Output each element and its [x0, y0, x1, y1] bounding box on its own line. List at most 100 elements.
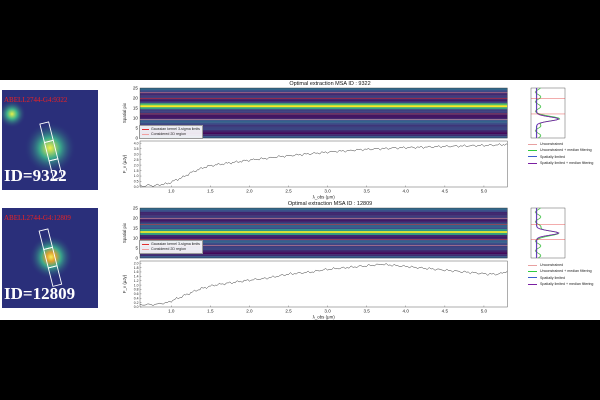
- spectrum-1d-line: [139, 263, 508, 306]
- spectrum-2d-row: [140, 225, 508, 228]
- spectrum-2d-row: [140, 236, 508, 239]
- x-tick-label: 4.5: [442, 189, 449, 194]
- x-tick-label: 2.0: [246, 189, 253, 194]
- legend-spatially-limited-median-1: Spatially limited + median filtering: [540, 160, 594, 165]
- spectrum-2d-row: [140, 122, 508, 125]
- flux-tick-label: 0.4: [134, 296, 139, 300]
- legend-2: Unconstrained Unconstrained + median fil…: [528, 262, 593, 287]
- inset-legend-kernel-1: Gaussian kernel 3-sigma limits: [151, 127, 200, 131]
- legend-unconstrained-2: Unconstrained: [540, 263, 564, 267]
- spectrum-2d-row: [140, 103, 508, 106]
- spectrum-2d-row: [140, 128, 508, 131]
- spatial-tick-label: 0: [135, 136, 138, 141]
- spectrum-1d-2: 0.0 0.2 0.4 0.6 0.8 1.0 1.2 1.4 1.6 1.8 2.0 1.0 1.5 2…: [120, 258, 525, 320]
- flux-tick-label: 3.0: [134, 152, 139, 156]
- inset-legend-region-2: Considered 2D region: [151, 247, 186, 251]
- spectrum-2d-row: [140, 99, 508, 102]
- flux-tick-label: 0.6: [134, 292, 139, 296]
- x-tick-label: 5.0: [481, 309, 488, 314]
- spectrum-2d-row: [140, 120, 508, 123]
- flux-tick-label: 0.8: [134, 288, 139, 292]
- spectrum-2d-row: [140, 250, 508, 253]
- spectrum-2d-row: [140, 219, 508, 222]
- spatial-tick-label: 15: [133, 226, 139, 231]
- flux-tick-label: 1.0: [134, 174, 139, 178]
- image-stamp-1: ABELL2744-G4:9322 ID=9322: [2, 90, 98, 190]
- legend-spatially-limited-1: Spatially limited: [540, 154, 565, 159]
- spectrum-2d-row: [140, 254, 508, 257]
- spatial-tick-label: 5: [135, 126, 138, 131]
- spectrum-2d-row: [140, 88, 508, 91]
- profile-spatially-limited-median: [536, 88, 560, 138]
- source-label-2: ABELL2744-G4:12809: [4, 214, 71, 222]
- flux-tick-label: 0.2: [134, 301, 139, 305]
- galaxy-image-2: [29, 228, 73, 287]
- flux-tick-label: 1.2: [134, 279, 139, 283]
- x-tick-label: 2.0: [246, 309, 253, 314]
- spectrum-2d-row: [140, 221, 508, 224]
- spectrum-2d-row: [140, 105, 508, 108]
- x-tick-label: 1.0: [168, 309, 175, 314]
- ylabel-2d: Spatial pix: [122, 222, 127, 243]
- spectrum-2d-row: [140, 246, 508, 249]
- galaxy-image-1: [2, 100, 76, 180]
- spectrum-2d-row: [140, 130, 508, 133]
- x-tick-label: 4.5: [442, 309, 449, 314]
- legend-unconstrained-median-2: Unconstrained + median filtering: [540, 269, 592, 274]
- spectrum-2d-row: [140, 107, 508, 110]
- flux-tick-label: 0.0: [134, 185, 139, 189]
- spectrum-2d-row: [140, 208, 508, 211]
- spatial-tick-label: 10: [133, 236, 139, 241]
- spectrum-2d-row: [140, 114, 508, 118]
- legend-spatially-limited-2: Spatially limited: [540, 275, 565, 280]
- flux-tick-label: 2.0: [134, 163, 139, 167]
- x-tick-label: 4.0: [403, 309, 410, 314]
- spatial-tick-label: 15: [133, 106, 139, 111]
- xlabel: λ_obs (μm): [313, 315, 336, 320]
- spectrum-2d-row: [140, 109, 508, 112]
- flux-tick-label: 1.4: [134, 275, 139, 279]
- x-tick-label: 3.0: [324, 189, 331, 194]
- x-tick-label: 2.5: [285, 309, 292, 314]
- spectrum-2d-1: 0 5 10 15 20 25 Spatial pix: [120, 86, 525, 140]
- spectrum-2d-row: [140, 252, 508, 255]
- spatial-tick-label: 25: [133, 206, 139, 211]
- profile-spatially-limited: [535, 88, 559, 138]
- figure-canvas: ABELL2744-G4:9322 ID=9322 Optimal extrac…: [0, 80, 600, 320]
- inset-legend-region-1: Considered 2D region: [151, 132, 186, 136]
- flux-tick-label: 4.0: [134, 141, 139, 145]
- legend-unconstrained-median-1: Unconstrained + median filtering: [540, 148, 592, 153]
- flux-tick-label: 2.5: [134, 158, 139, 162]
- spatial-tick-label: 5: [135, 246, 138, 251]
- x-tick-label: 4.0: [403, 189, 410, 194]
- spatial-tick-label: 20: [133, 216, 139, 221]
- spectrum-2d-row: [140, 242, 508, 245]
- spectrum-2d-row: [140, 211, 508, 214]
- spectrum-2d-row: [140, 132, 508, 135]
- flux-tick-label: 1.5: [134, 169, 139, 173]
- spectrum-2d-row: [140, 229, 508, 232]
- flux-tick-label: 1.0: [134, 283, 139, 287]
- flux-tick-label: 0.0: [134, 305, 139, 309]
- x-tick-label: 2.5: [285, 189, 292, 194]
- spatial-tick-label: 10: [133, 116, 139, 121]
- x-tick-label: 5.0: [481, 189, 488, 194]
- x-tick-label: 1.5: [207, 189, 214, 194]
- spectrum-2d-frame: [139, 207, 508, 259]
- spectrum-2d-row: [140, 93, 508, 96]
- spatial-profile-2: [527, 206, 577, 260]
- inset-legend-kernel-2: Gaussian kernel 3-sigma limits: [151, 242, 200, 246]
- spectrum-2d-2: 0 5 10 15 20 25 Spatial pix: [120, 206, 525, 260]
- spectrum-2d-row: [140, 231, 508, 234]
- ylabel-1d: F_ν (μJy): [122, 154, 127, 173]
- inset-legend-2: Gaussian kernel 3-sigma limits Considere…: [139, 240, 203, 254]
- spectrum-2d-row: [140, 134, 508, 137]
- spectrum-2d-row: [140, 124, 508, 127]
- spectrum-1d-line: [139, 143, 508, 187]
- source-id-1: ID=9322: [4, 166, 67, 185]
- spectrum-1d-1: 0.0 0.5 1.0 1.5 2.0 2.5 3.0 3.5 4.0 1.0 1.5 2.0 2.5 3…: [120, 138, 525, 200]
- spectrum-2d-row: [140, 227, 508, 230]
- ylabel-1d: F_ν (μJy): [122, 274, 127, 293]
- spatial-tick-label: 0: [135, 256, 138, 261]
- spectrum-2d-row: [140, 240, 508, 243]
